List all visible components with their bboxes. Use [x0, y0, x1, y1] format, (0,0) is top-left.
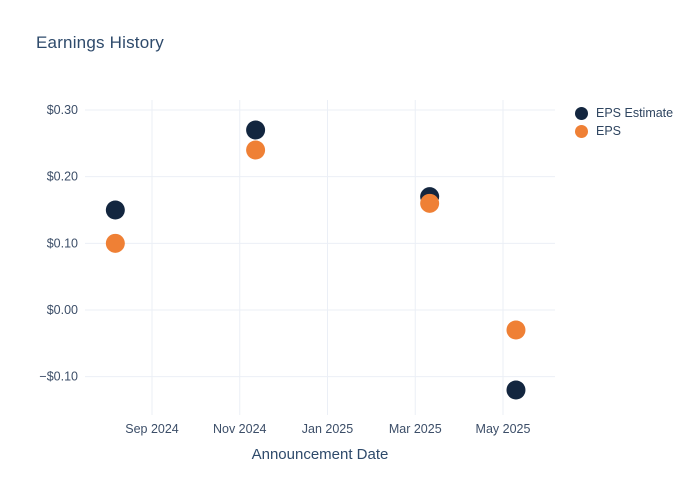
legend-label-eps-estimate: EPS Estimate [596, 106, 674, 120]
legend-item-eps[interactable]: EPS [575, 124, 673, 138]
x-axis-title: Announcement Date [252, 446, 389, 463]
y-tick-label: $0.20 [47, 170, 78, 184]
x-tick-label: May 2025 [476, 422, 531, 436]
eps-estimate-marker-icon [575, 106, 588, 120]
point-eps[interactable] [105, 233, 125, 253]
point-eps[interactable] [506, 320, 526, 340]
chart-title: Earnings History [36, 33, 164, 52]
x-tick-label: Sep 2024 [125, 422, 179, 436]
y-tick-label: $0.30 [47, 103, 78, 117]
point-eps-estimate[interactable] [506, 380, 526, 400]
legend-label-eps: EPS [596, 124, 622, 138]
point-eps-estimate[interactable] [246, 120, 266, 140]
point-eps[interactable] [246, 140, 266, 160]
x-tick-label: Jan 2025 [302, 422, 353, 436]
legend: EPS Estimate EPS [575, 106, 673, 138]
x-tick-label: Mar 2025 [389, 422, 442, 436]
y-tick-label: −$0.10 [39, 370, 78, 384]
y-tick-label: $0.00 [47, 303, 78, 317]
point-eps[interactable] [420, 193, 440, 213]
y-tick-label: $0.10 [47, 236, 78, 250]
legend-item-eps-estimate[interactable]: EPS Estimate [575, 106, 673, 120]
x-tick-label: Nov 2024 [213, 422, 267, 436]
eps-marker-icon [575, 124, 588, 138]
point-eps-estimate[interactable] [105, 200, 125, 220]
